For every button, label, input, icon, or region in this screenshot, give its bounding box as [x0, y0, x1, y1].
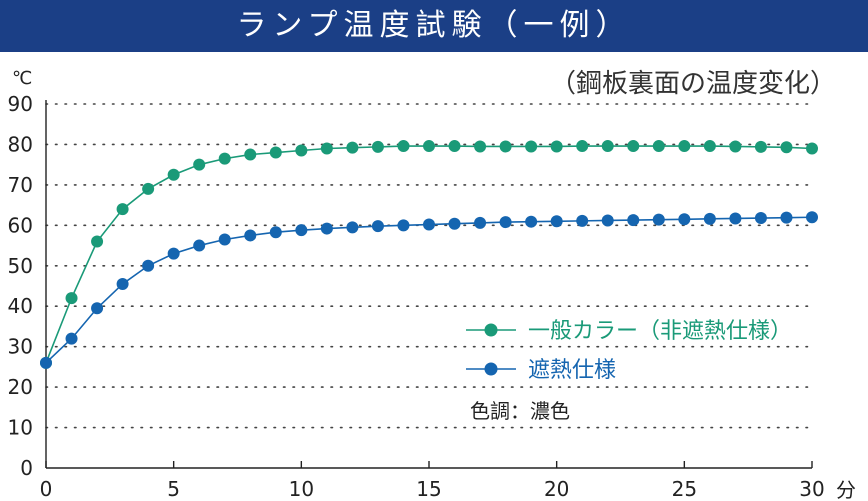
series-1-point: [678, 213, 691, 226]
legend-marker-0: [484, 323, 498, 337]
series-0-point: [371, 140, 384, 153]
series-0-point: [218, 152, 231, 165]
series-1-point: [244, 229, 257, 242]
grid-lines: [45, 103, 813, 429]
x-tick-label: 10: [289, 477, 314, 501]
series-1-point: [601, 214, 614, 227]
legend-marker-1: [484, 362, 498, 376]
series-layer: [40, 140, 818, 369]
series-0-point: [193, 158, 206, 171]
series-0-point: [780, 141, 793, 154]
series-1-point: [423, 218, 435, 231]
series-0-point: [601, 140, 614, 153]
series-1-point: [346, 221, 359, 234]
series-0-point: [627, 140, 640, 153]
y-tick-label: 90: [8, 92, 33, 116]
series-1-point: [40, 356, 52, 369]
y-tick-label: 60: [8, 213, 33, 237]
axes: [45, 100, 813, 469]
series-0-point: [167, 168, 180, 181]
series-0-point: [652, 140, 665, 153]
series-0-point: [678, 140, 691, 153]
series-1-point: [320, 222, 333, 235]
series-0-point: [423, 140, 435, 153]
series-1-point: [474, 216, 487, 229]
y-tick-label: 70: [8, 173, 33, 197]
series-1-point: [806, 211, 818, 224]
x-unit-label: 分: [836, 478, 856, 501]
series-1-point: [703, 212, 716, 225]
x-tick-label: 0: [40, 477, 53, 501]
y-tick-label: 80: [8, 132, 33, 156]
series-0-point: [448, 140, 461, 153]
chart-title: ランプ温度試験（一例）: [236, 8, 632, 43]
series-1-point: [448, 217, 461, 230]
x-tick-label: 5: [167, 477, 180, 501]
legend-label-0: 一般カラー（非遮熱仕様）: [528, 319, 792, 344]
series-0-point: [295, 144, 308, 157]
series-1-point: [91, 302, 104, 315]
series-0-point: [116, 203, 129, 216]
legend: 一般カラー（非遮熱仕様） 遮熱仕様: [466, 319, 792, 383]
series-1-point: [269, 226, 282, 239]
series-0-point: [806, 142, 818, 155]
legend-label-1: 遮熱仕様: [528, 358, 616, 383]
y-tick-label: 50: [8, 254, 33, 278]
y-unit-label: ℃: [12, 68, 32, 89]
series-1-point: [729, 212, 742, 225]
series-0-point: [91, 235, 104, 248]
series-1-point: [397, 219, 410, 232]
series-1-point: [65, 332, 78, 345]
y-tick-label: 0: [20, 456, 33, 480]
series-1-point: [576, 214, 589, 227]
series-1-point: [371, 220, 384, 233]
series-1-point: [780, 211, 793, 224]
x-tick-label: 15: [416, 477, 441, 501]
series-0-point: [550, 140, 563, 153]
series-1-point: [499, 216, 512, 229]
series-0-point: [576, 140, 589, 153]
series-1-point: [193, 239, 206, 252]
x-tick-label: 25: [672, 477, 697, 501]
x-tick-label: 20: [544, 477, 569, 501]
series-0-point: [142, 182, 155, 195]
series-1-point: [295, 224, 308, 237]
series-1-point: [550, 215, 563, 228]
series-0-point: [244, 148, 257, 161]
series-1-point: [627, 214, 640, 227]
y-tick-label: 20: [8, 375, 33, 399]
series-0-point: [320, 142, 333, 155]
annotation-color-tone: 色調：濃色: [470, 399, 570, 423]
series-0-point: [729, 140, 742, 153]
y-tick-label: 40: [8, 294, 33, 318]
series-0-point: [65, 292, 78, 305]
title-bar: ランプ温度試験（一例）: [0, 0, 868, 52]
series-0-point: [397, 140, 410, 153]
series-0-point: [474, 140, 487, 153]
y-tick-label: 30: [8, 335, 33, 359]
series-1-point: [652, 213, 665, 226]
y-tick-label: 10: [8, 416, 33, 440]
series-0-point: [499, 140, 512, 153]
series-1-point: [218, 233, 231, 246]
series-1-point: [167, 247, 180, 260]
series-1-point: [525, 215, 538, 228]
series-0-point: [346, 141, 359, 154]
series-1-point: [754, 212, 767, 225]
series-0-point: [269, 146, 282, 159]
tick-labels: 0 10 20 30 40 50 60 70 80 90 0 5 10 15 20 25 30: [8, 92, 825, 501]
series-1-point: [142, 259, 155, 272]
series-0-point: [525, 140, 538, 153]
series-0-point: [754, 140, 767, 153]
chart-subtitle: （鋼板裏面の温度変化）: [550, 69, 836, 99]
series-1-point: [116, 277, 129, 290]
x-tick-label: 30: [799, 477, 824, 501]
series-0-point: [703, 140, 716, 153]
